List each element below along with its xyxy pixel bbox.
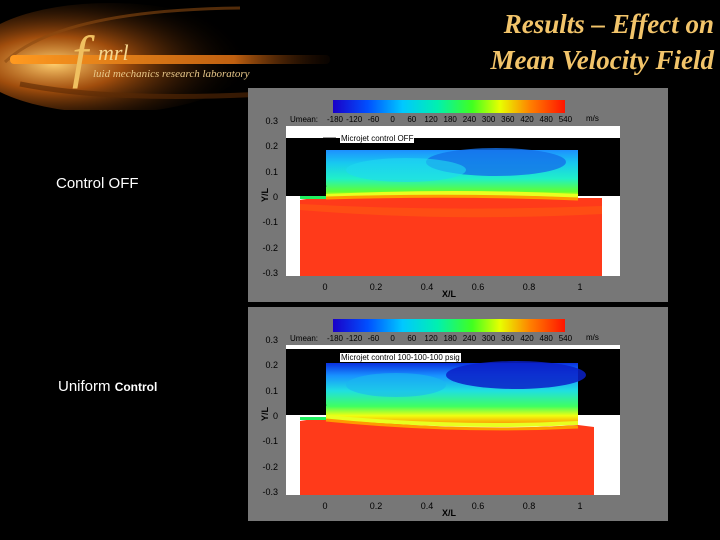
x-tick-label: 1	[577, 501, 583, 511]
colorbar-tick: 120	[424, 115, 438, 124]
colorbar-tick: 240	[462, 115, 477, 124]
colorbar-unit: m/s	[586, 114, 599, 123]
label-uniform-control: Uniform Control	[58, 378, 157, 395]
slide-title: Results – Effect on Mean Velocity Field	[491, 6, 714, 78]
colorbar-tick: -180	[326, 115, 344, 124]
y-tick-label: 0	[272, 410, 278, 421]
label-uniform-small: Control	[114, 380, 158, 394]
colorbar-tick: -120	[346, 334, 363, 343]
colorbar-tick: 180	[443, 334, 457, 343]
colorbar-tick: -60	[367, 115, 380, 124]
colorbar-tick: -60	[367, 334, 380, 343]
colorbar-gradient	[333, 100, 565, 113]
logo-subtitle: luid mechanics research laboratory	[93, 68, 250, 80]
y-tick-label: 0	[272, 191, 278, 202]
colorbar-gradient	[333, 319, 565, 332]
colorbar-tick: 540	[558, 334, 573, 343]
colorbar-tick: 480	[539, 115, 553, 124]
microjet-arrow-icon	[319, 185, 327, 195]
colorbar-tick: 60	[407, 334, 417, 343]
logo-mrl-text: mrl	[98, 40, 129, 65]
velocity-plot-uniform-control: Umean: m/s -180 -120 -60 0 60 120 180 240 300 360…	[248, 307, 668, 521]
annotation-microjet: Microjet control OFF	[340, 134, 415, 143]
logo-f-letter: f	[72, 24, 89, 89]
label-uniform: Uniform	[58, 378, 111, 395]
colorbar-tick: 0	[390, 115, 395, 124]
y-tick-label: -0.3	[262, 267, 278, 278]
velocity-contour-field	[286, 126, 620, 276]
x-tick-label: 0.2	[369, 501, 383, 511]
x-tick-label: 0.4	[420, 501, 434, 511]
y-tick-label: -0.2	[262, 242, 278, 253]
colorbar-label: Umean:	[290, 334, 319, 343]
y-tick-label: 0.1	[265, 385, 278, 396]
x-tick-label: 0.8	[522, 501, 536, 511]
y-tick-label: -0.2	[262, 461, 278, 472]
colorbar-tick: 120	[424, 334, 438, 343]
colorbar-tick: 420	[520, 115, 534, 124]
label-control-off: Control OFF	[56, 175, 139, 192]
x-tick-label: 0.2	[369, 282, 383, 292]
colorbar-tick: 360	[501, 115, 515, 124]
colorbar-tick: 300	[481, 334, 496, 343]
y-tick-label: -0.1	[262, 436, 278, 447]
y-tick-label: 0.3	[265, 335, 278, 345]
freestream-region	[300, 417, 594, 495]
x-tick-label: 0	[322, 282, 328, 292]
colorbar-tick: -180	[326, 334, 344, 343]
colorbar-tick: 240	[462, 334, 477, 343]
x-axis-label: X/L	[442, 508, 457, 518]
y-tick-label: -0.1	[262, 217, 278, 228]
colorbar-tick: 300	[481, 115, 496, 124]
colorbar-tick: 540	[558, 115, 573, 124]
x-tick-label: 0	[322, 501, 328, 511]
x-tick-label: 0.6	[471, 501, 485, 511]
x-tick-label: 0.8	[522, 282, 536, 292]
x-tick-label: 0.6	[471, 282, 485, 292]
title-line-2: Mean Velocity Field	[490, 45, 714, 75]
x-axis-label: X/L	[442, 289, 457, 299]
x-tick-label: 0.4	[420, 282, 434, 292]
colorbar-tick: 0	[390, 334, 395, 343]
colorbar-tick: 360	[501, 334, 515, 343]
colorbar-tick: -120	[346, 115, 363, 124]
colorbar	[333, 319, 565, 332]
colorbar-tick: 480	[539, 334, 553, 343]
colorbar-tick: 180	[443, 115, 457, 124]
y-tick-label: -0.3	[262, 486, 278, 497]
y-tick-label: 0.2	[265, 141, 278, 152]
annotation-microjet: Microjet control 100-100-100 psig	[340, 353, 461, 362]
colorbar	[333, 100, 565, 113]
colorbar-label: Umean:	[290, 115, 319, 124]
colorbar-tick: 420	[520, 334, 534, 343]
microjet-arrow-icon	[319, 404, 327, 414]
velocity-plot-control-off: Umean: m/s -180 -120 -60 0 60 120 180 240 300 360…	[248, 88, 668, 302]
x-tick-label: 1	[577, 282, 583, 292]
y-tick-label: 0.1	[265, 166, 278, 177]
colorbar-tick: 60	[407, 115, 417, 124]
y-tick-label: 0.2	[265, 360, 278, 371]
y-tick-label: 0.3	[265, 116, 278, 126]
velocity-contour-field	[286, 345, 620, 495]
title-line-1: Results – Effect on	[503, 9, 714, 39]
colorbar-unit: m/s	[586, 333, 599, 342]
